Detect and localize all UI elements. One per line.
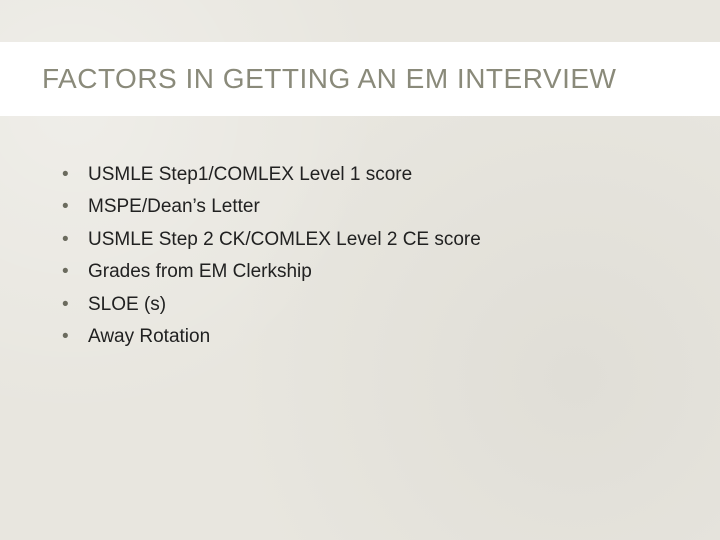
bullet-text: Away Rotation [88,326,210,347]
bullet-text: SLOE (s) [88,294,166,315]
list-item: • MSPE/Dean’s Letter [60,192,660,221]
slide-title: FACTORS IN GETTING AN EM INTERVIEW [42,63,616,95]
list-item: • Grades from EM Clerkship [60,257,660,286]
bullet-icon: • [62,290,69,319]
bullet-icon: • [62,160,69,189]
bullet-list: • USMLE Step1/COMLEX Level 1 score • MSP… [60,160,660,352]
bullet-icon: • [62,225,69,254]
bullet-icon: • [62,322,69,351]
bullet-text: USMLE Step 2 CK/COMLEX Level 2 CE score [88,229,481,250]
slide-content: • USMLE Step1/COMLEX Level 1 score • MSP… [60,160,660,355]
list-item: • USMLE Step1/COMLEX Level 1 score [60,160,660,189]
list-item: • USMLE Step 2 CK/COMLEX Level 2 CE scor… [60,225,660,254]
list-item: • Away Rotation [60,322,660,351]
list-item: • SLOE (s) [60,290,660,319]
bullet-text: MSPE/Dean’s Letter [88,196,260,217]
bullet-icon: • [62,257,69,286]
bullet-icon: • [62,192,69,221]
bullet-text: USMLE Step1/COMLEX Level 1 score [88,164,412,185]
bullet-text: Grades from EM Clerkship [88,261,312,282]
title-band: FACTORS IN GETTING AN EM INTERVIEW [0,42,720,116]
